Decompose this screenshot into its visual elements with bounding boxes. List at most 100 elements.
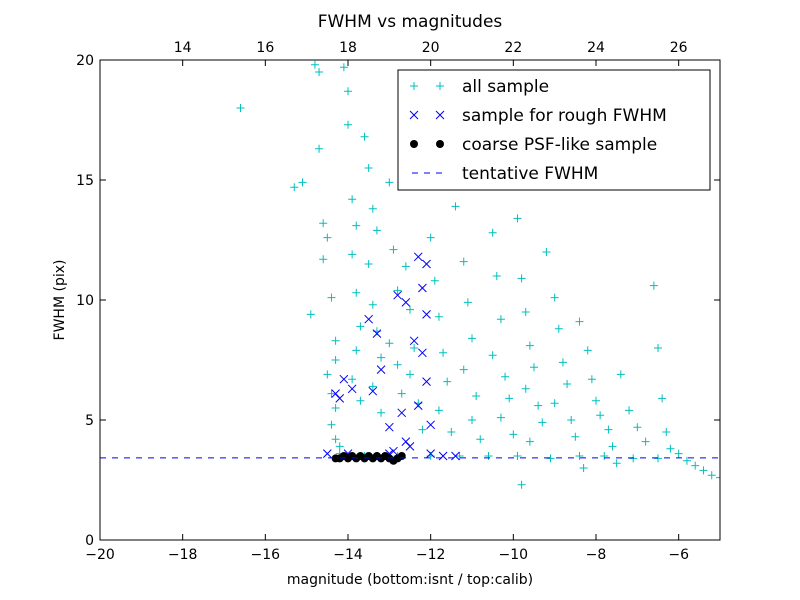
series-0-point-122 bbox=[455, 452, 464, 460]
series-0-point-57 bbox=[434, 406, 443, 415]
series-0-point-15 bbox=[331, 404, 340, 412]
series-0-point-97 bbox=[596, 411, 605, 420]
series-0-point-34 bbox=[364, 260, 373, 268]
series-0-point-32 bbox=[368, 204, 377, 213]
x-tick-label: −18 bbox=[168, 547, 198, 563]
y-tick-label: 5 bbox=[85, 413, 94, 429]
top-tick-label: 20 bbox=[422, 40, 440, 56]
series-1-point-17 bbox=[418, 348, 427, 358]
series-0-point-126 bbox=[575, 452, 584, 460]
series-0-point-10 bbox=[327, 293, 336, 302]
series-0-point-1 bbox=[290, 183, 299, 192]
series-0-point-98 bbox=[604, 425, 613, 434]
series-0-point-127 bbox=[600, 452, 609, 460]
series-0-point-101 bbox=[625, 406, 634, 415]
series-0-point-14 bbox=[327, 389, 336, 398]
series-0-point-109 bbox=[674, 449, 683, 458]
top-tick-label: 18 bbox=[339, 40, 357, 56]
series-0-point-25 bbox=[352, 288, 361, 297]
series-0-point-123 bbox=[484, 452, 493, 460]
series-0-point-20 bbox=[344, 87, 352, 96]
series-0-point-82 bbox=[534, 401, 543, 410]
top-tick-label: 16 bbox=[256, 40, 274, 56]
series-0-point-71 bbox=[488, 351, 497, 360]
series-1-point-29 bbox=[451, 451, 460, 461]
series-0-point-43 bbox=[385, 339, 394, 348]
x-tick-label: −16 bbox=[251, 547, 281, 563]
series-1-point-21 bbox=[422, 259, 431, 269]
series-0-point-105 bbox=[654, 344, 662, 352]
series-0-point-75 bbox=[509, 430, 518, 439]
series-0-point-12 bbox=[331, 356, 340, 364]
series-0-point-102 bbox=[633, 423, 642, 432]
series-0-point-83 bbox=[538, 418, 547, 427]
x-tick-label: −14 bbox=[333, 547, 363, 563]
top-tick-label: 26 bbox=[670, 40, 688, 56]
legend-label: coarse PSF-like sample bbox=[462, 135, 657, 155]
series-0-point-104 bbox=[649, 281, 658, 290]
series-0-point-52 bbox=[426, 233, 435, 242]
series-0-point-110 bbox=[682, 456, 691, 465]
legend-label: sample for rough FWHM bbox=[462, 106, 667, 126]
legend-marker-a bbox=[410, 82, 418, 90]
series-1-point-13 bbox=[413, 252, 423, 262]
y-axis-label: FWHM (pix) bbox=[52, 260, 68, 341]
legend-entry-3: tentative FWHM bbox=[412, 164, 598, 184]
series-0-point-95 bbox=[587, 375, 596, 384]
series-0-point-66 bbox=[476, 435, 485, 444]
series-0-point-26 bbox=[356, 322, 365, 331]
series-0-point-78 bbox=[521, 308, 530, 316]
series-0-point-124 bbox=[513, 452, 522, 460]
series-0-point-41 bbox=[389, 245, 398, 254]
legend-box bbox=[397, 69, 711, 191]
series-1-point-20 bbox=[426, 420, 436, 430]
series-0-point-61 bbox=[463, 298, 472, 307]
series-0-point-30 bbox=[360, 132, 369, 141]
series-0-point-4 bbox=[310, 60, 319, 69]
series-1-point-12 bbox=[405, 442, 415, 451]
legend-marker-b bbox=[435, 110, 445, 120]
series-0-point-29 bbox=[356, 396, 365, 405]
series-0-point-53 bbox=[430, 276, 439, 285]
series-0-point-113 bbox=[707, 471, 716, 480]
series-0-point-62 bbox=[468, 334, 476, 343]
series-1-point-15 bbox=[422, 310, 431, 319]
series-0-point-77 bbox=[517, 274, 526, 283]
series-1-point-5 bbox=[372, 329, 382, 338]
series-1-point-19 bbox=[413, 401, 423, 410]
chart-title: FWHM vs magnitudes bbox=[318, 12, 503, 32]
series-0-point-33 bbox=[372, 226, 381, 235]
series-0-point-80 bbox=[530, 363, 538, 372]
legend-marker-a bbox=[409, 110, 419, 120]
series-0-point-60 bbox=[459, 257, 468, 266]
series-0-point-48 bbox=[410, 344, 419, 352]
series-0-point-100 bbox=[616, 370, 625, 379]
series-0-point-31 bbox=[364, 164, 373, 172]
series-0-point-22 bbox=[348, 195, 357, 204]
series-0-point-85 bbox=[542, 248, 551, 256]
series-0-point-40 bbox=[385, 178, 394, 187]
series-0-point-69 bbox=[492, 272, 501, 280]
series-0-point-117 bbox=[612, 459, 621, 468]
series-1-point-14 bbox=[418, 283, 427, 293]
series-0-point-84 bbox=[525, 437, 534, 446]
x-tick-label: −20 bbox=[85, 547, 115, 563]
series-0-point-23 bbox=[352, 221, 361, 230]
series-0-point-56 bbox=[443, 377, 452, 386]
series-1-point-10 bbox=[397, 408, 407, 418]
series-0-point-68 bbox=[488, 228, 497, 237]
series-0-point-3 bbox=[306, 310, 315, 319]
y-tick-label: 20 bbox=[76, 53, 94, 69]
series-0-point-96 bbox=[592, 396, 600, 405]
series-0-point-28 bbox=[348, 375, 357, 384]
series-2-point-16 bbox=[397, 452, 406, 460]
series-0-point-42 bbox=[393, 286, 402, 295]
series-0-point-45 bbox=[397, 389, 406, 398]
series-0-point-63 bbox=[459, 365, 468, 374]
series-0-point-88 bbox=[558, 358, 567, 367]
series-0-point-19 bbox=[339, 63, 348, 72]
series-0-point-79 bbox=[525, 341, 534, 350]
series-1-point-23 bbox=[389, 446, 398, 456]
series-0-point-89 bbox=[563, 380, 572, 388]
